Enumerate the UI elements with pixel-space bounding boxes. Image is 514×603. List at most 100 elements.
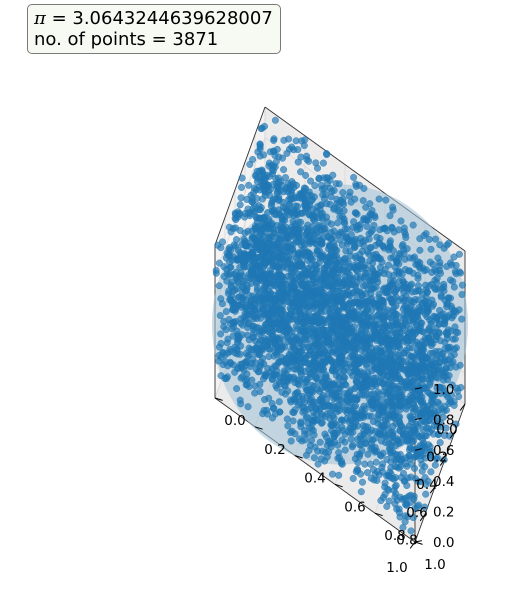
point	[392, 481, 400, 489]
point	[308, 320, 316, 328]
point	[402, 454, 410, 462]
point	[414, 274, 422, 282]
point	[284, 422, 292, 430]
point	[452, 344, 460, 352]
point	[319, 159, 327, 167]
point	[381, 362, 389, 370]
point	[349, 338, 357, 346]
point	[258, 167, 266, 175]
point	[264, 336, 272, 344]
point	[432, 235, 440, 243]
point	[215, 259, 223, 267]
point	[241, 258, 249, 266]
point	[236, 226, 244, 234]
point	[301, 436, 309, 444]
point	[400, 246, 408, 254]
point	[369, 266, 377, 274]
point	[261, 396, 269, 404]
point	[291, 379, 299, 387]
point	[268, 365, 276, 373]
point	[271, 151, 279, 159]
point	[305, 303, 313, 311]
point	[381, 483, 389, 491]
point	[315, 237, 323, 245]
point	[267, 309, 275, 317]
z-axis-tick-label: 0.0	[433, 535, 454, 551]
point	[342, 247, 350, 255]
point	[250, 329, 258, 337]
point	[276, 260, 284, 268]
point	[436, 259, 444, 267]
point	[345, 388, 353, 396]
point	[234, 278, 242, 286]
point	[326, 200, 334, 208]
point	[224, 251, 232, 259]
point	[333, 421, 341, 429]
point	[396, 427, 404, 435]
point	[248, 233, 256, 241]
point	[404, 380, 412, 388]
point	[346, 188, 354, 196]
y-axis-tick-label: 0.4	[304, 471, 325, 487]
point	[419, 426, 427, 434]
point	[369, 277, 377, 285]
z-axis-tick-label: 1.0	[433, 382, 454, 398]
point	[359, 197, 367, 205]
y-axis-tick-label: 1.0	[424, 557, 445, 573]
point	[276, 336, 284, 344]
point	[345, 346, 353, 354]
y-axis-tick-label: 0.8	[384, 528, 405, 544]
point	[344, 328, 352, 336]
point	[395, 270, 403, 278]
point	[374, 271, 382, 279]
point	[256, 186, 264, 194]
point	[303, 392, 311, 400]
y-axis-tick	[214, 397, 223, 401]
point	[356, 181, 364, 189]
point	[360, 216, 368, 224]
y-axis-tick	[414, 541, 423, 545]
point	[431, 266, 439, 274]
point	[290, 365, 298, 373]
point	[379, 242, 387, 250]
point	[343, 291, 351, 299]
point	[317, 309, 325, 317]
x-axis-tick-label: 0.2	[426, 450, 447, 466]
point	[383, 340, 391, 348]
point	[232, 268, 240, 276]
point	[274, 311, 282, 319]
point	[386, 242, 394, 250]
point	[273, 190, 281, 198]
point	[274, 240, 282, 248]
point	[361, 405, 369, 413]
point	[314, 299, 322, 307]
point	[226, 320, 234, 328]
point	[320, 300, 328, 308]
point	[340, 255, 348, 263]
point	[305, 157, 313, 165]
z-axis-tick	[414, 448, 422, 451]
point	[435, 406, 443, 414]
point	[285, 248, 293, 256]
point	[409, 221, 417, 229]
x-axis-tick-label: 0.8	[396, 532, 417, 548]
point	[382, 416, 390, 424]
point	[215, 282, 223, 290]
point	[302, 185, 310, 193]
point	[328, 325, 336, 333]
point	[255, 340, 263, 348]
point	[370, 466, 378, 474]
point	[237, 303, 245, 311]
point	[309, 205, 317, 213]
point	[222, 308, 230, 316]
point	[405, 492, 413, 500]
point	[456, 361, 464, 369]
point	[420, 346, 428, 354]
point	[254, 347, 262, 355]
point	[318, 410, 326, 418]
point	[229, 361, 237, 369]
point	[406, 373, 414, 381]
point	[252, 359, 260, 367]
point	[382, 432, 390, 440]
point	[304, 233, 312, 241]
